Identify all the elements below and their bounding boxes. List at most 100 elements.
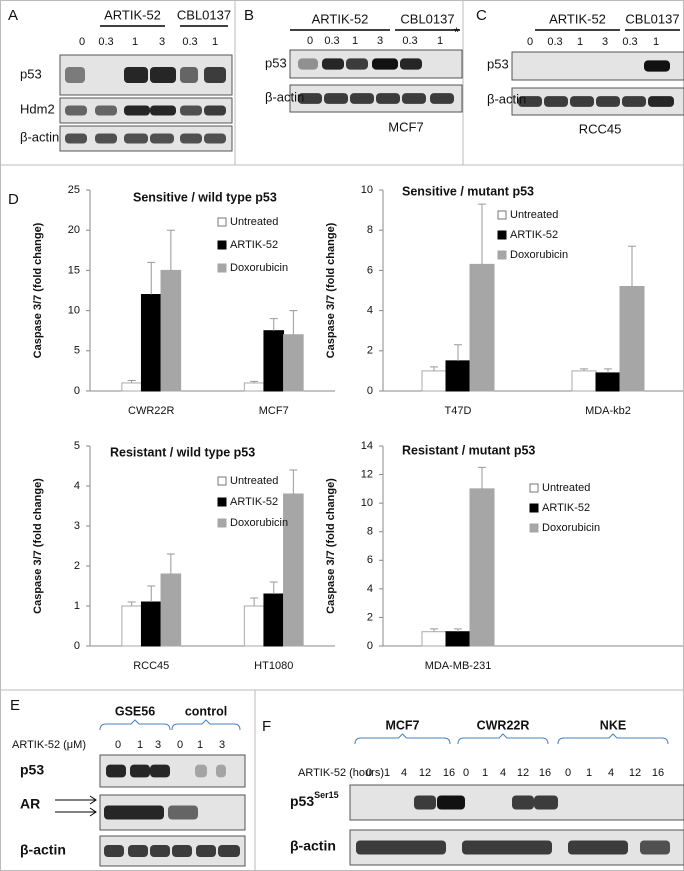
blot-band	[168, 805, 198, 820]
treatment-label: ARTIK-52 (hours)	[298, 767, 384, 779]
y-axis-label: Caspase 3/7 (fold change)	[325, 478, 337, 614]
y-tick-label: 0	[74, 640, 80, 652]
bar	[469, 488, 495, 647]
lane-label: 1	[577, 36, 583, 48]
y-tick-label: 0	[367, 640, 373, 652]
row-label: β-actin	[20, 129, 59, 144]
blot-band	[640, 840, 670, 855]
blot-band	[298, 58, 318, 70]
y-tick-label: 25	[68, 184, 80, 196]
blot-band	[65, 133, 87, 144]
y-tick-label: 3	[74, 520, 80, 532]
blot-band	[216, 764, 226, 778]
error-bar	[147, 261, 156, 295]
blot-band	[512, 795, 534, 810]
y-tick-label: 14	[361, 440, 373, 452]
legend-label: ARTIK-52	[230, 239, 278, 251]
y-tick-label: 12	[361, 468, 373, 480]
blot-band	[104, 805, 164, 820]
blot-band	[150, 67, 176, 83]
row-label: β-actin	[265, 89, 304, 104]
blot-band	[130, 764, 150, 778]
blot-band	[350, 93, 374, 104]
blot-band	[402, 93, 426, 104]
legend-swatch	[217, 263, 227, 273]
bar	[140, 294, 162, 392]
error-bar	[269, 318, 278, 331]
blot-band	[172, 845, 192, 857]
y-tick-label: 4	[367, 583, 373, 595]
chart-title: Resistant / mutant p53	[402, 443, 535, 457]
error-bar	[289, 310, 298, 335]
error-bar	[454, 344, 462, 361]
blot-band	[324, 93, 348, 104]
lane-label: 1	[437, 35, 443, 47]
blot-band	[150, 105, 176, 116]
blot-band	[65, 105, 87, 116]
lane-label: 0	[115, 739, 121, 751]
error-bar	[604, 368, 612, 373]
bar	[160, 269, 182, 392]
bar	[619, 285, 645, 392]
blot-band	[180, 67, 198, 83]
group-label: MCF7	[385, 718, 419, 732]
error-bar	[430, 628, 438, 632]
blot-band	[195, 764, 207, 778]
chart-title: Resistant / wild type p53	[110, 445, 255, 459]
lane-label: 1	[384, 767, 390, 779]
y-tick-label: 10	[68, 305, 80, 317]
bar	[469, 263, 495, 392]
blot-band	[65, 67, 85, 83]
legend-label: ARTIK-52	[510, 229, 558, 241]
error-bar	[147, 585, 156, 602]
lane-label: 1	[132, 36, 138, 48]
legend-label: ARTIK-52	[542, 502, 590, 514]
bar	[421, 631, 447, 647]
legend-label: ARTIK-52	[230, 496, 278, 508]
group-label: ARTIK-52	[312, 11, 369, 26]
legend-label: Doxorubicin	[230, 517, 288, 529]
lane-label: 16	[443, 767, 455, 779]
lane-label: 1	[352, 35, 358, 47]
lane-label: 3	[377, 35, 383, 47]
y-tick-label: 2	[367, 611, 373, 623]
lane-label: 12	[517, 767, 529, 779]
blot-caption: RCC45	[579, 121, 622, 136]
y-tick-label: 0	[367, 385, 373, 397]
y-tick-label: 5	[74, 345, 80, 357]
blot-band	[124, 133, 148, 144]
legend-swatch	[217, 217, 227, 227]
panel-label: A	[8, 7, 18, 24]
bar	[121, 605, 142, 647]
blot-caption: MCF7	[388, 119, 423, 134]
error-bar	[628, 245, 636, 287]
row-label: AR	[20, 796, 40, 812]
blot-band	[376, 93, 400, 104]
blot-band	[346, 58, 368, 70]
error-bar	[580, 368, 588, 371]
bar	[263, 593, 285, 647]
blot-band	[180, 105, 202, 116]
blot-band	[150, 133, 174, 144]
error-bar	[269, 581, 278, 594]
lane-label: 0.3	[98, 36, 113, 48]
x-tick-label: RCC45	[133, 660, 169, 672]
blot-band	[518, 96, 542, 107]
blot-band	[180, 133, 202, 144]
blot-band	[95, 133, 117, 144]
group-label: GSE56	[115, 704, 155, 718]
bar	[140, 601, 162, 647]
row-label: p53Ser15	[290, 790, 339, 808]
lane-label: 0	[565, 767, 571, 779]
blot-band	[196, 845, 216, 857]
blot-band	[414, 795, 436, 810]
legend-label: Doxorubicin	[510, 249, 568, 261]
error-bar	[430, 366, 438, 371]
y-axis-label: Caspase 3/7 (fold change)	[32, 478, 44, 614]
bar	[160, 573, 182, 647]
legend-label: Doxorubicin	[542, 522, 600, 534]
blot-band	[322, 58, 344, 70]
chart-title: Sensitive / wild type p53	[133, 190, 277, 204]
y-tick-label: 2	[74, 560, 80, 572]
